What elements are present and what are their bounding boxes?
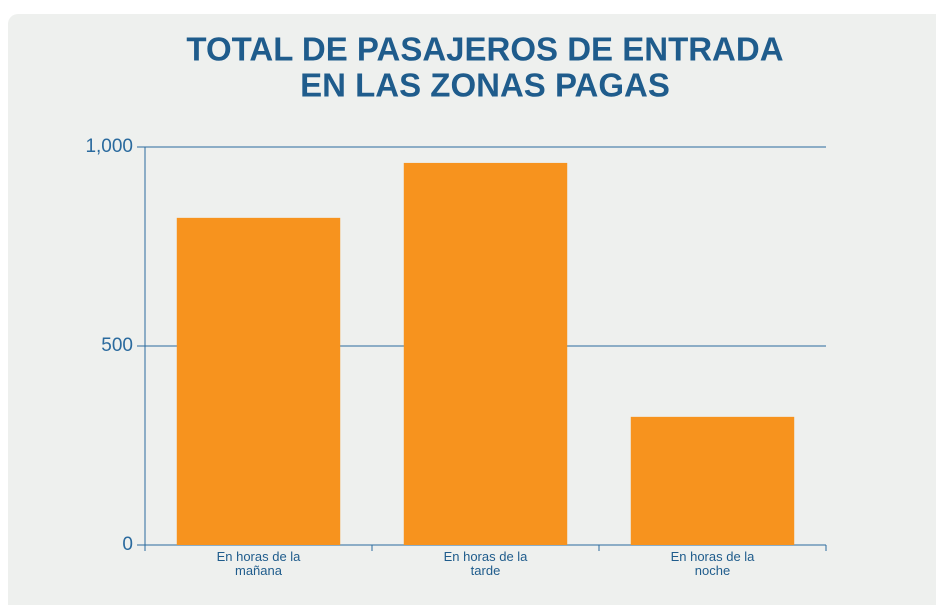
y-tick-label: 0 <box>122 534 133 555</box>
x-tick-label: En horas de la noche <box>670 549 755 578</box>
y-tick-label: 500 <box>101 335 133 356</box>
bar <box>630 416 795 545</box>
chart-title: TOTAL DE PASAJEROS DE ENTRADA <box>186 31 783 68</box>
chart-title: EN LAS ZONAS PAGAS <box>300 67 670 104</box>
bar <box>176 217 341 545</box>
x-tick-label: En horas de la mañana <box>216 549 301 578</box>
x-tick-label: En horas de la tarde <box>443 549 528 578</box>
bar <box>403 162 568 546</box>
y-tick-label: 1,000 <box>85 136 133 157</box>
